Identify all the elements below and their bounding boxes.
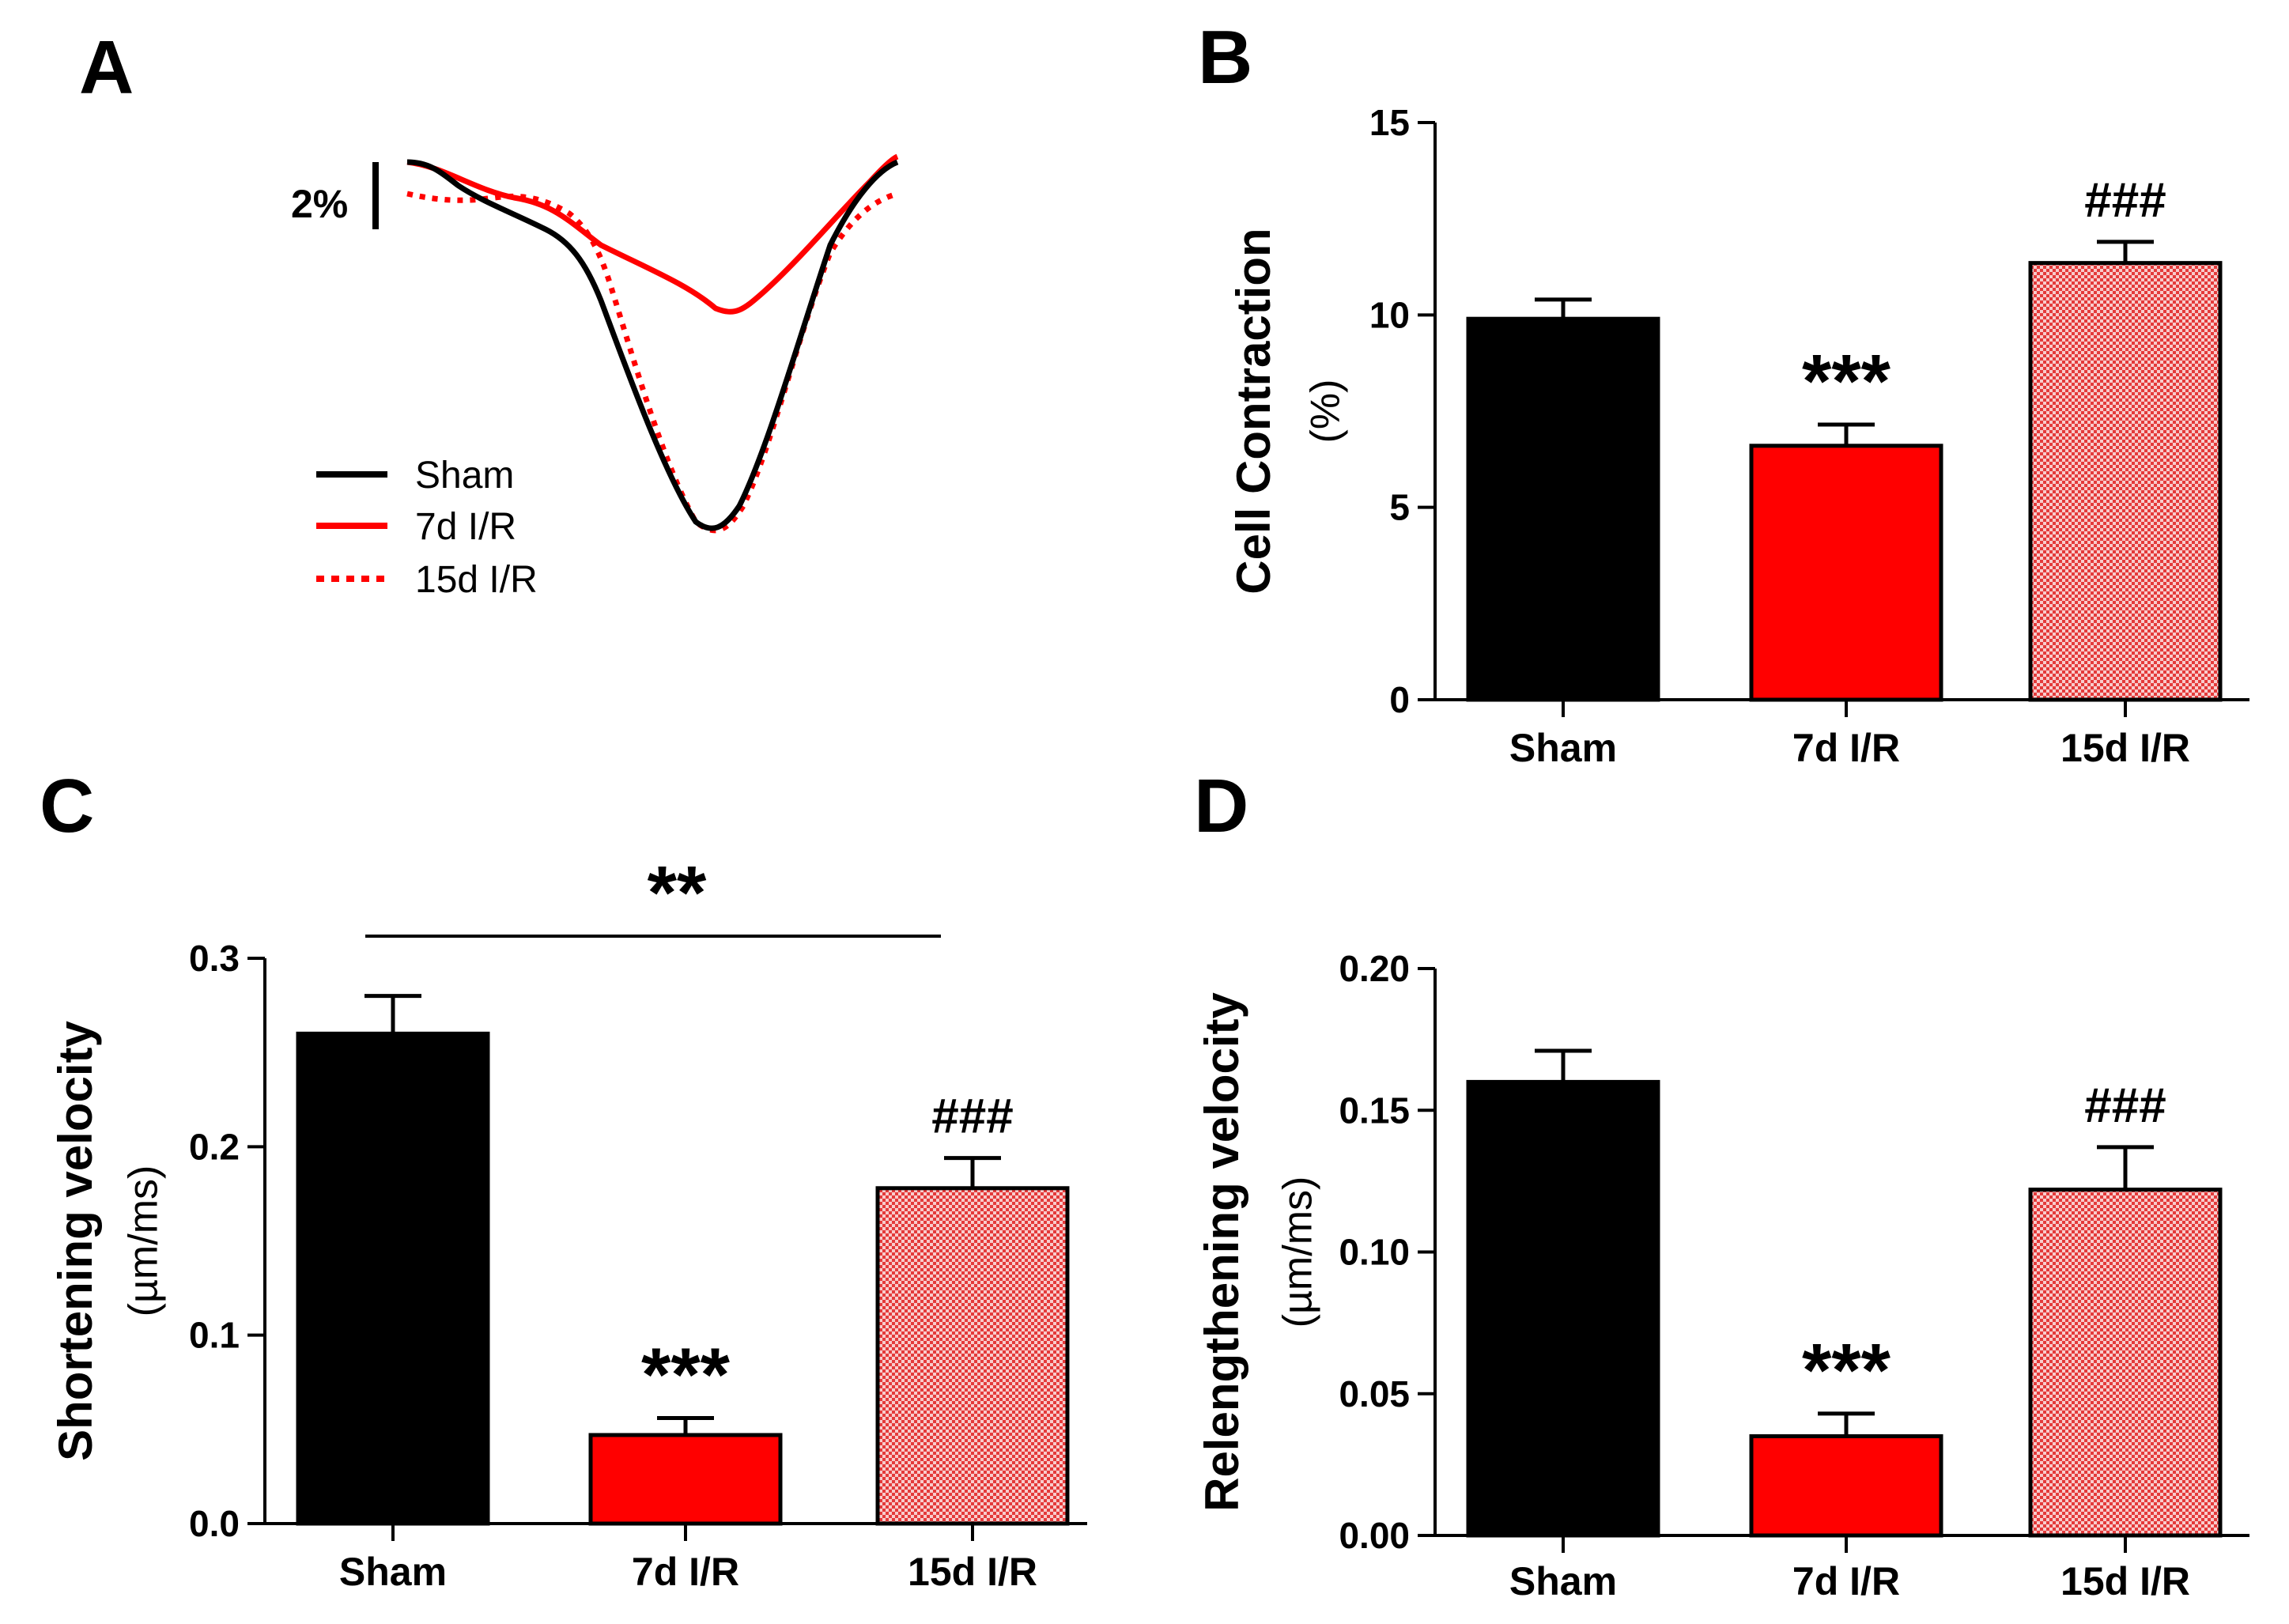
scale-bar-label: 2% bbox=[291, 182, 348, 226]
panel-label-b: B bbox=[1198, 15, 1252, 100]
bar-sham bbox=[1466, 316, 1660, 702]
chart-relengthening-velocity: 0.00 0.05 0.10 0.15 0.20 Relengthening veloci… bbox=[1195, 948, 2249, 1603]
y-tick-label: 15 bbox=[1369, 102, 1410, 143]
y-tick-label: 5 bbox=[1389, 487, 1410, 528]
significance-hash: ### bbox=[2084, 173, 2166, 228]
bar-sham bbox=[1466, 1079, 1660, 1538]
panel-a-traces: 2% Sham 7d I/R 15d I/R bbox=[291, 153, 899, 601]
y-axis-label: Relengthening velocity bbox=[1195, 991, 1248, 1511]
y-tick-label: 0.05 bbox=[1339, 1373, 1410, 1414]
panel-label-c: C bbox=[40, 764, 94, 848]
x-tick-label: Sham bbox=[339, 1550, 447, 1594]
y-tick-label: 0.3 bbox=[189, 938, 240, 979]
y-tick-label: 0.20 bbox=[1339, 948, 1410, 989]
chart-shortening-velocity: 0.0 0.1 0.2 0.3 Shortening velocity (µm/ms) Sh… bbox=[49, 851, 1087, 1594]
significance-hash: ### bbox=[2084, 1078, 2166, 1133]
x-tick-label: 7d I/R bbox=[1792, 726, 1900, 770]
chart-cell-contraction: 0 5 10 15 Cell Contraction (%) Sham 7d I/R 15d I… bbox=[1227, 102, 2249, 770]
panel-label-a: A bbox=[79, 25, 134, 110]
y-axis-unit: (µm/ms) bbox=[121, 1165, 167, 1317]
significance-stars: *** bbox=[1802, 1328, 1891, 1413]
bar-7d-ir bbox=[588, 1433, 783, 1526]
x-tick-label: 15d I/R bbox=[2060, 726, 2190, 770]
y-axis-unit: (%) bbox=[1303, 380, 1349, 444]
y-tick-label: 0.10 bbox=[1339, 1232, 1410, 1273]
x-tick-label: Sham bbox=[1509, 726, 1617, 770]
y-tick-label: 0.15 bbox=[1339, 1090, 1410, 1131]
trace-7d-ir bbox=[406, 153, 899, 315]
x-tick-label: 7d I/R bbox=[1792, 1559, 1900, 1603]
significance-hash: ### bbox=[931, 1090, 1013, 1144]
x-tick-label: Sham bbox=[1509, 1559, 1617, 1603]
y-axis-label: Cell Contraction bbox=[1227, 228, 1280, 594]
x-tick-label: 15d I/R bbox=[2060, 1559, 2190, 1603]
bracket-stars: ** bbox=[648, 851, 707, 935]
y-axis-unit: (µm/ms) bbox=[1275, 1176, 1321, 1328]
y-tick-label: 0.2 bbox=[189, 1126, 240, 1167]
bar-15d-ir bbox=[2028, 261, 2223, 702]
legend-label-7d-ir: 7d I/R bbox=[415, 506, 516, 548]
significance-stars: *** bbox=[641, 1333, 731, 1418]
trace-sham bbox=[406, 159, 899, 531]
y-axis-label: Shortening velocity bbox=[49, 1020, 102, 1460]
y-tick-label: 0.1 bbox=[189, 1315, 240, 1356]
bar-sham bbox=[296, 1031, 490, 1526]
bar-7d-ir bbox=[1749, 1434, 1943, 1538]
x-tick-label: 15d I/R bbox=[908, 1550, 1037, 1594]
bar-15d-ir bbox=[875, 1186, 1070, 1526]
legend-label-sham: Sham bbox=[415, 455, 514, 497]
bar-15d-ir bbox=[2028, 1188, 2223, 1538]
panel-label-d: D bbox=[1194, 764, 1248, 848]
y-tick-label: 10 bbox=[1369, 294, 1410, 335]
significance-stars: *** bbox=[1802, 339, 1891, 424]
y-tick-label: 0 bbox=[1389, 679, 1410, 720]
legend-label-15d-ir: 15d I/R bbox=[415, 559, 538, 601]
y-tick-label: 0.0 bbox=[189, 1503, 240, 1544]
x-tick-label: 7d I/R bbox=[632, 1550, 739, 1594]
y-tick-label: 0.00 bbox=[1339, 1515, 1410, 1556]
bar-7d-ir bbox=[1749, 444, 1943, 702]
